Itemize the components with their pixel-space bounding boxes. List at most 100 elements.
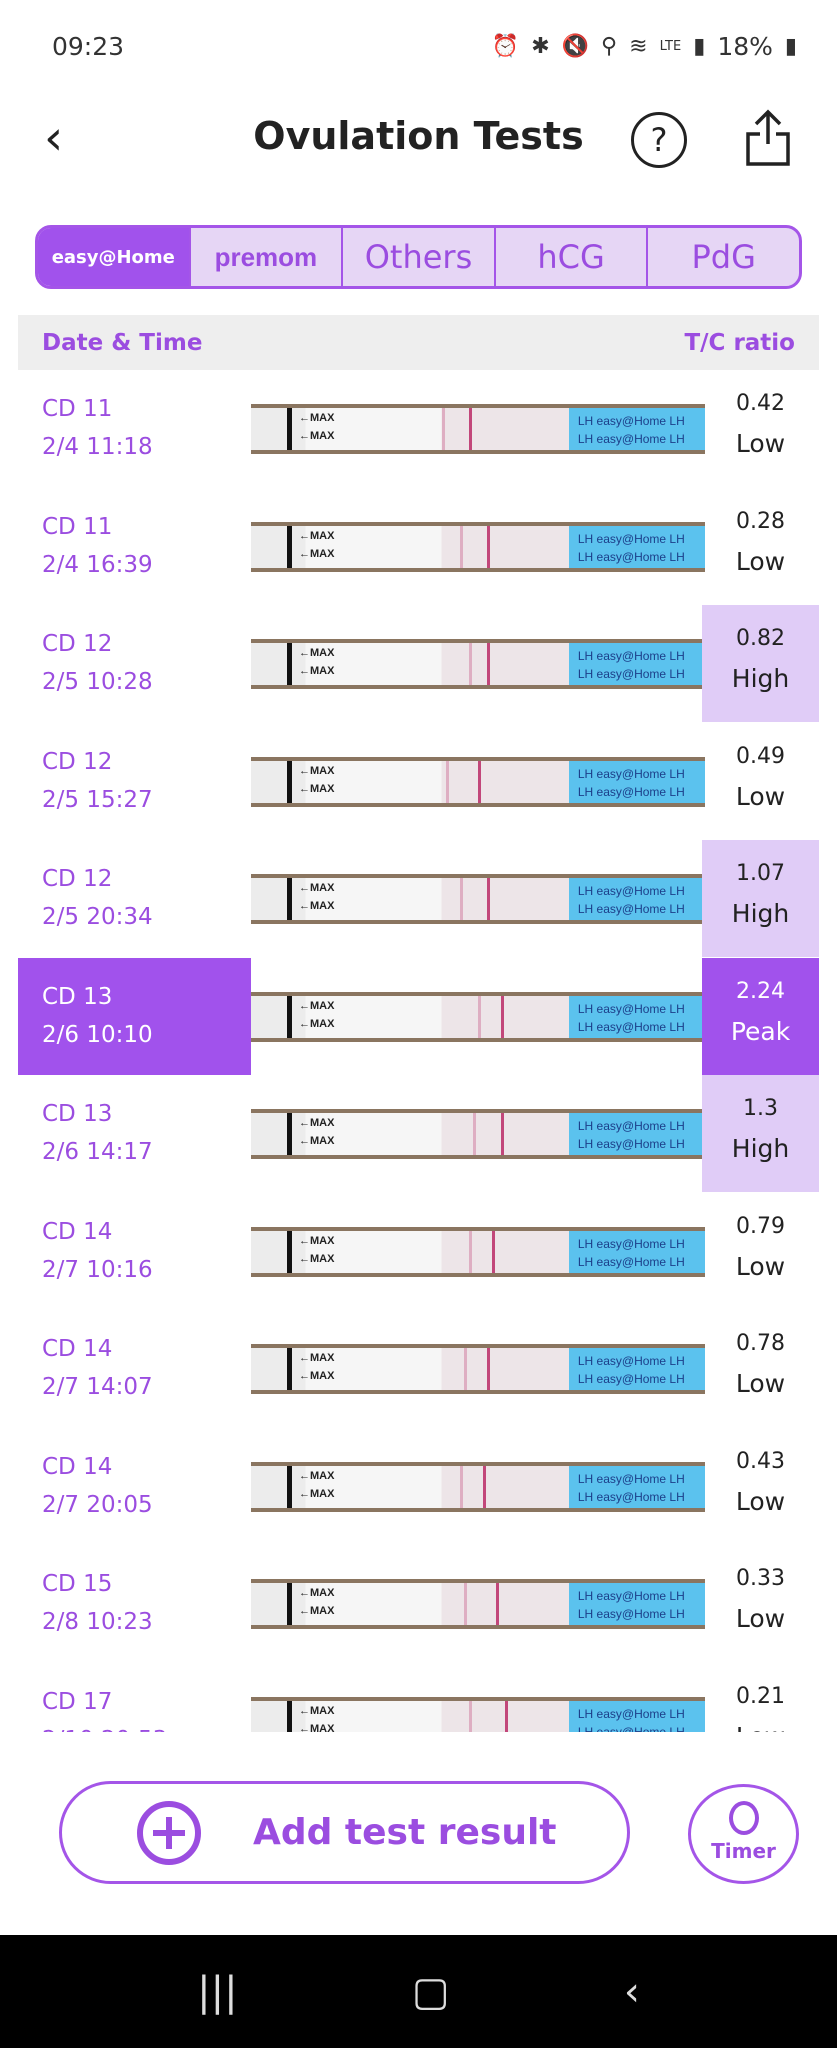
row-date-time: CD 14 2/7 10:16 (18, 1193, 251, 1310)
timer-label: Timer (711, 1839, 776, 1863)
test-row[interactable]: CD 12 2/5 20:34 ←MAX ←MAX LH easy@Home LH… (18, 840, 819, 957)
strip-lh-label: LH easy@Home LH LH easy@Home LH (577, 766, 685, 799)
timer-button[interactable]: Timer (688, 1784, 799, 1884)
strip-max-label: ←MAX (299, 1605, 335, 1617)
row-date-time: CD 14 2/7 14:07 (18, 1310, 251, 1427)
test-strip-image[interactable]: ←MAX ←MAX LH easy@Home LH LH easy@Home LH (251, 1696, 705, 1733)
system-back-button[interactable]: ‹ (623, 1968, 640, 2015)
test-strip-image[interactable]: ←MAX ←MAX LH easy@Home LH LH easy@Home LH (251, 521, 705, 572)
test-date: 2/4 11:18 (42, 434, 153, 460)
test-strip-image[interactable]: ←MAX ←MAX LH easy@Home LH LH easy@Home LH (251, 404, 705, 454)
tc-ratio-value: 0.42 (736, 391, 785, 416)
row-date-time: CD 12 2/5 10:28 (18, 605, 251, 722)
tc-ratio-cell: 0.79 Low (702, 1193, 819, 1310)
test-strip-image[interactable]: ←MAX ←MAX LH easy@Home LH LH easy@Home LH (251, 1226, 705, 1277)
bluetooth-icon: ✱ (531, 33, 550, 59)
lh-level: High (731, 664, 790, 693)
strip-test-line (478, 995, 481, 1038)
strip-lh-label: LH easy@Home LH LH easy@Home LH (577, 884, 685, 916)
test-row[interactable]: CD 14 2/7 10:16 ←MAX ←MAX LH easy@Home LH… (18, 1193, 819, 1310)
test-date: 2/8 10:23 (42, 1609, 153, 1635)
strip-bar (287, 408, 292, 450)
test-date: 2/10 20:53 (42, 1721, 251, 1733)
test-strip-image[interactable]: ←MAX ←MAX LH easy@Home LH LH easy@Home LH (251, 639, 705, 689)
tab-hcg[interactable]: hCG (493, 228, 647, 286)
strip-max-label: ←MAX (299, 1117, 335, 1129)
back-button[interactable]: ‹ (44, 110, 64, 166)
test-strip-image[interactable]: ←MAX ←MAX LH easy@Home LH LH easy@Home LH (251, 991, 705, 1042)
cycle-day: CD 15 (42, 1571, 113, 1597)
test-row[interactable]: CD 12 2/5 15:27 ←MAX ←MAX LH easy@Home LH… (18, 723, 819, 840)
cycle-day: CD 11 (42, 513, 113, 540)
test-row[interactable]: CD 12 2/5 10:28 ←MAX ←MAX LH easy@Home LH… (18, 605, 819, 722)
strip-bar (287, 1583, 292, 1625)
cycle-day: CD 12 (42, 631, 113, 657)
tc-ratio-cell: 0.43 Low (702, 1428, 819, 1545)
wifi-icon: ≋ (629, 33, 648, 59)
strip-test-line (459, 1465, 463, 1508)
cycle-day: CD 12 (42, 748, 113, 775)
strip-max-label: ←MAX (299, 1017, 335, 1030)
strip-bar (287, 995, 292, 1038)
cycle-day: CD 14 (42, 1453, 113, 1480)
tab-pdg[interactable]: PdG (646, 228, 799, 286)
home-button[interactable]: ▢ (411, 1968, 450, 2015)
tc-ratio-value: 0.82 (736, 626, 785, 651)
strip-control-line (487, 878, 491, 920)
strip-lh-label: LH easy@Home LH LH easy@Home LH (577, 414, 685, 446)
test-strip-image[interactable]: ←MAX ←MAX LH easy@Home LH LH easy@Home LH (251, 1109, 705, 1159)
add-test-result-button[interactable]: Add test result (59, 1781, 630, 1884)
test-list[interactable]: CD 11 2/4 11:18 ←MAX ←MAX LH easy@Home LH… (0, 370, 837, 1732)
row-date-time: CD 11 2/4 11:18 (18, 370, 251, 487)
test-strip-image[interactable]: ←MAX ←MAX LH easy@Home LH LH easy@Home LH (251, 756, 705, 807)
alarm-icon: ⏰ (491, 33, 520, 59)
test-row[interactable]: CD 14 2/7 14:07 ←MAX ←MAX LH easy@Home LH… (18, 1310, 819, 1427)
test-strip-image[interactable]: ←MAX ←MAX LH easy@Home LH LH easy@Home LH (251, 1579, 705, 1629)
system-nav-bar: ||| ▢ ‹ (0, 1935, 837, 2048)
row-date-time: CD 12 2/5 15:27 (18, 723, 251, 840)
test-row[interactable]: CD 11 2/4 16:39 ←MAX ←MAX LH easy@Home LH… (18, 488, 819, 605)
strip-lh-label: LH easy@Home LH LH easy@Home LH (577, 1471, 685, 1504)
share-icon[interactable] (744, 108, 792, 168)
strip-max-label: ←MAX (299, 882, 335, 894)
strip-max-label: ←MAX (299, 1487, 335, 1500)
lh-level: Peak (730, 1016, 791, 1046)
test-row[interactable]: CD 13 2/6 10:10 ←MAX ←MAX LH easy@Home LH… (18, 957, 819, 1075)
strip-bar (287, 1465, 292, 1508)
strip-max-label: ←MAX (299, 1722, 335, 1733)
tc-ratio-value: 0.21 (736, 1683, 785, 1709)
strip-max-label: ←MAX (299, 900, 335, 912)
test-row[interactable]: CD 17 2/10 20:53 ←MAX ←MAX LH easy@Home L… (18, 1663, 819, 1733)
test-date: 2/6 14:17 (42, 1139, 153, 1165)
test-row[interactable]: CD 11 2/4 11:18 ←MAX ←MAX LH easy@Home LH… (18, 370, 819, 487)
lh-level: High (731, 1134, 790, 1163)
recent-apps-button[interactable]: ||| (197, 1968, 238, 2015)
strip-max-label: ←MAX (299, 1234, 335, 1247)
test-strip-image[interactable]: ←MAX ←MAX LH easy@Home LH LH easy@Home LH (251, 1461, 705, 1512)
test-row[interactable]: CD 13 2/6 14:17 ←MAX ←MAX LH easy@Home LH… (18, 1075, 819, 1192)
test-date: 2/7 10:16 (42, 1256, 153, 1283)
tc-ratio-cell: 0.78 Low (702, 1310, 819, 1427)
strip-control-line (500, 995, 504, 1038)
test-strip-image[interactable]: ←MAX ←MAX LH easy@Home LH LH easy@Home LH (251, 1344, 705, 1394)
mute-icon: 🔇 (561, 33, 590, 59)
strip-control-line (478, 760, 481, 803)
cycle-day: CD 14 (42, 1218, 113, 1245)
strip-max-label: ←MAX (299, 764, 335, 777)
test-strip-image[interactable]: ←MAX ←MAX LH easy@Home LH LH easy@Home LH (251, 874, 705, 924)
tab-premom[interactable]: premom (188, 228, 342, 286)
page-title: Ovulation Tests (253, 114, 584, 158)
tab-others[interactable]: Others (341, 228, 494, 286)
test-row[interactable]: CD 15 2/8 10:23 ←MAX ←MAX LH easy@Home LH… (18, 1545, 819, 1662)
help-button[interactable]: ? (631, 112, 687, 168)
strip-bar (287, 643, 292, 685)
strip-test-line (441, 408, 445, 450)
plus-circle-icon (137, 1800, 201, 1865)
strip-lh-label: LH easy@Home LH LH easy@Home LH (577, 649, 685, 681)
tc-ratio-cell: 1.3 High (702, 1075, 819, 1192)
test-row[interactable]: CD 14 2/7 20:05 ←MAX ←MAX LH easy@Home LH… (18, 1428, 819, 1545)
tc-ratio-cell: 0.33 Low (702, 1545, 819, 1662)
tab-easyhome[interactable]: easy@Home (38, 228, 189, 286)
tc-ratio-cell: 0.82 High (702, 605, 819, 722)
test-date: 2/4 16:39 (42, 551, 153, 578)
